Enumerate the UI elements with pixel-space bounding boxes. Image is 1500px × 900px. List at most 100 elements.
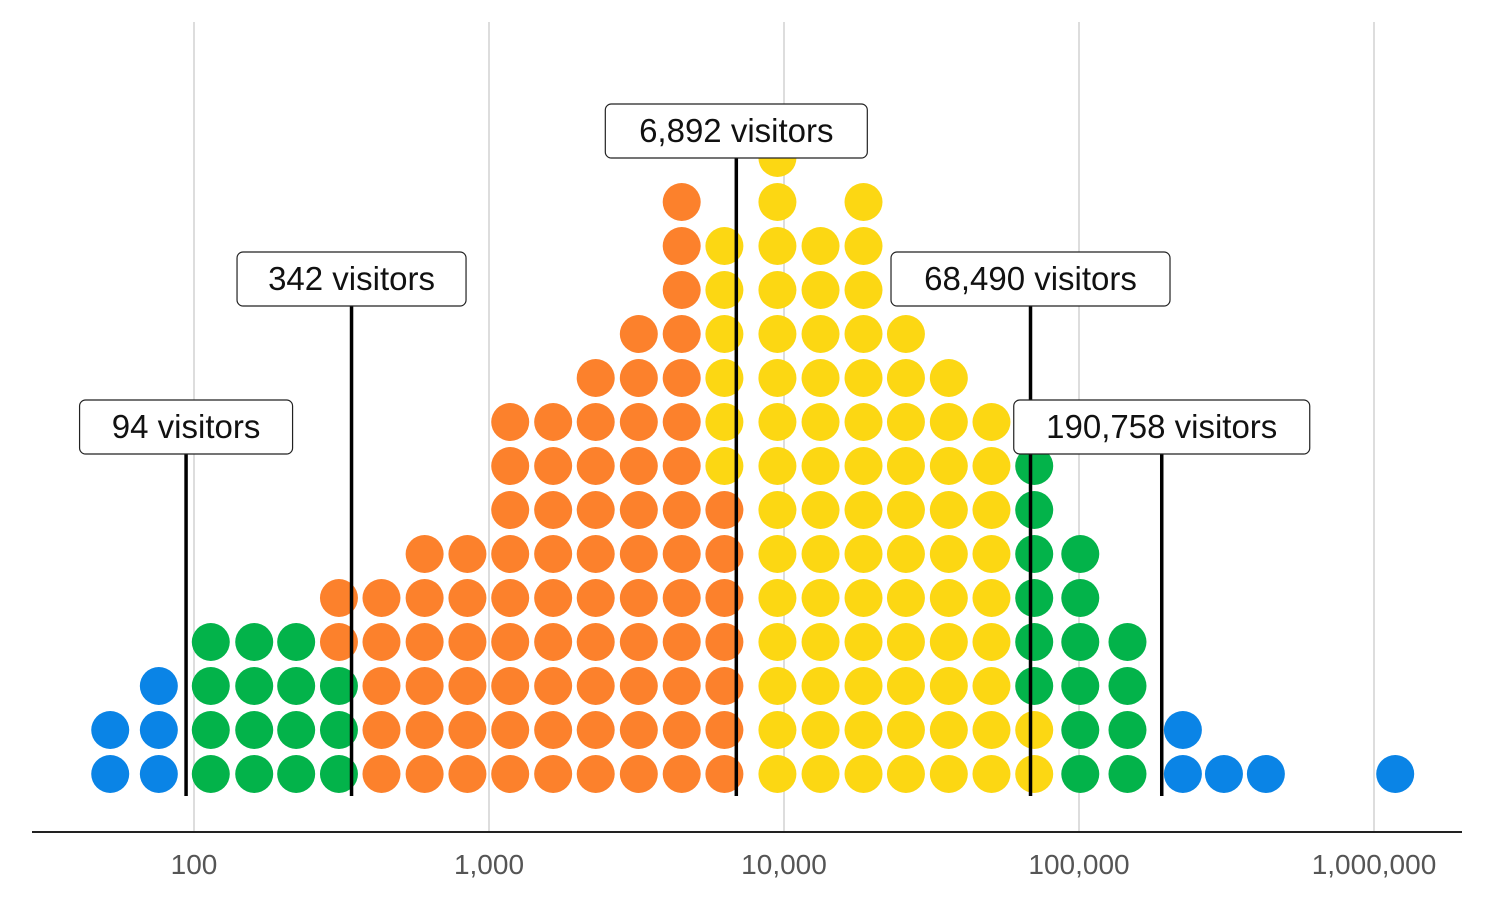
dot-green xyxy=(1015,447,1054,485)
annotation-label: 68,490 visitors xyxy=(924,260,1137,297)
dot-yellow xyxy=(801,271,840,309)
dot-yellow xyxy=(844,227,883,265)
dot-orange xyxy=(576,403,615,441)
dot-yellow xyxy=(758,359,797,397)
dot-orange xyxy=(362,623,401,661)
x-tick-label: 10,000 xyxy=(741,849,827,880)
dot-yellow xyxy=(844,359,883,397)
dot-orange xyxy=(534,711,573,749)
dot-orange xyxy=(662,227,701,265)
x-tick-label: 100 xyxy=(171,849,218,880)
dot-yellow xyxy=(801,755,840,793)
annotation-label: 94 visitors xyxy=(112,408,261,445)
dot-orange xyxy=(576,667,615,705)
dot-orange xyxy=(619,623,658,661)
dot-orange xyxy=(534,667,573,705)
dot-yellow xyxy=(886,579,925,617)
dot-yellow xyxy=(758,447,797,485)
dot-yellow xyxy=(886,535,925,573)
dot-yellow xyxy=(801,667,840,705)
dot-green xyxy=(1061,755,1100,793)
dot-yellow xyxy=(844,403,883,441)
dot-yellow xyxy=(886,315,925,353)
dot-orange xyxy=(491,447,530,485)
dot-orange xyxy=(362,755,401,793)
dot-green xyxy=(1015,491,1054,529)
dot-orange xyxy=(448,579,487,617)
dot-orange xyxy=(662,711,701,749)
dot-yellow xyxy=(758,183,797,221)
dot-orange xyxy=(491,755,530,793)
dot-green xyxy=(1015,579,1054,617)
dot-green xyxy=(319,711,358,749)
dot-blue xyxy=(1204,755,1243,793)
dot-yellow xyxy=(886,491,925,529)
dot-yellow xyxy=(801,403,840,441)
dot-orange xyxy=(705,535,744,573)
dot-yellow xyxy=(972,711,1011,749)
x-tick-labels: 100 1,000 10,000 100,000 1,000,000 xyxy=(171,849,1437,880)
dot-orange xyxy=(705,579,744,617)
dot-orange xyxy=(576,755,615,793)
dot-orange xyxy=(662,667,701,705)
dot-orange xyxy=(619,535,658,573)
dot-yellow xyxy=(758,623,797,661)
x-tick-label: 1,000 xyxy=(454,849,524,880)
dot-orange xyxy=(662,579,701,617)
dot-marks xyxy=(91,139,1415,793)
dot-yellow xyxy=(886,711,925,749)
dot-yellow xyxy=(929,535,968,573)
dot-yellow xyxy=(801,447,840,485)
dot-yellow xyxy=(929,579,968,617)
annotation-callout: 190,758 visitors xyxy=(1013,399,1311,455)
dot-orange xyxy=(662,183,701,221)
dot-orange xyxy=(576,447,615,485)
dot-orange xyxy=(619,755,658,793)
dot-blue xyxy=(139,667,178,705)
dot-yellow xyxy=(801,491,840,529)
dot-orange xyxy=(448,711,487,749)
dot-yellow xyxy=(844,667,883,705)
dot-yellow xyxy=(844,711,883,749)
dot-blue xyxy=(1163,711,1202,749)
dot-yellow xyxy=(844,447,883,485)
dot-orange xyxy=(619,667,658,705)
annotation-label: 190,758 visitors xyxy=(1046,408,1277,445)
dot-yellow xyxy=(972,579,1011,617)
dot-orange xyxy=(534,447,573,485)
dot-yellow xyxy=(929,491,968,529)
dot-orange xyxy=(448,535,487,573)
dot-orange xyxy=(619,711,658,749)
dot-yellow xyxy=(758,227,797,265)
dot-yellow xyxy=(705,315,744,353)
dot-orange xyxy=(362,711,401,749)
dot-orange xyxy=(405,623,444,661)
dot-yellow xyxy=(972,623,1011,661)
annotation-label: 342 visitors xyxy=(268,260,435,297)
dot-green xyxy=(191,667,230,705)
dot-orange xyxy=(362,579,401,617)
dot-orange xyxy=(534,535,573,573)
dot-yellow xyxy=(929,623,968,661)
dot-yellow xyxy=(705,447,744,485)
dot-orange xyxy=(534,579,573,617)
dot-orange xyxy=(662,403,701,441)
dot-orange xyxy=(619,359,658,397)
dot-yellow xyxy=(758,579,797,617)
dot-yellow xyxy=(844,491,883,529)
dot-yellow xyxy=(758,315,797,353)
dot-orange xyxy=(662,491,701,529)
dot-green xyxy=(1061,579,1100,617)
dot-green xyxy=(277,755,316,793)
dot-green xyxy=(277,623,316,661)
dot-yellow xyxy=(972,447,1011,485)
annotation-callout: 94 visitors xyxy=(78,399,294,455)
dot-orange xyxy=(705,667,744,705)
dot-green xyxy=(235,667,274,705)
dot-yellow xyxy=(886,667,925,705)
dot-orange xyxy=(491,403,530,441)
dot-orange xyxy=(534,755,573,793)
dot-yellow xyxy=(972,491,1011,529)
dot-yellow xyxy=(844,535,883,573)
dot-yellow xyxy=(929,403,968,441)
